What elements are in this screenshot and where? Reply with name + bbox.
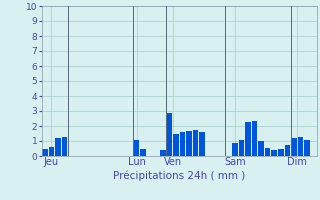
- Bar: [258, 141, 264, 156]
- Bar: [134, 140, 140, 156]
- Bar: [199, 132, 205, 156]
- Bar: [245, 121, 251, 156]
- Bar: [62, 137, 67, 156]
- Bar: [140, 149, 146, 156]
- Bar: [239, 140, 244, 156]
- Bar: [180, 132, 185, 156]
- Bar: [42, 148, 48, 156]
- Bar: [173, 134, 179, 156]
- Bar: [232, 142, 238, 156]
- Bar: [167, 113, 172, 156]
- Bar: [284, 145, 290, 156]
- Bar: [304, 140, 310, 156]
- X-axis label: Précipitations 24h ( mm ): Précipitations 24h ( mm ): [113, 170, 245, 181]
- Bar: [186, 130, 192, 156]
- Bar: [278, 149, 284, 156]
- Bar: [271, 150, 277, 156]
- Bar: [252, 121, 257, 156]
- Bar: [265, 148, 270, 156]
- Bar: [160, 150, 166, 156]
- Bar: [291, 138, 297, 156]
- Bar: [55, 138, 61, 156]
- Bar: [298, 137, 303, 156]
- Bar: [193, 130, 198, 156]
- Bar: [49, 147, 54, 156]
